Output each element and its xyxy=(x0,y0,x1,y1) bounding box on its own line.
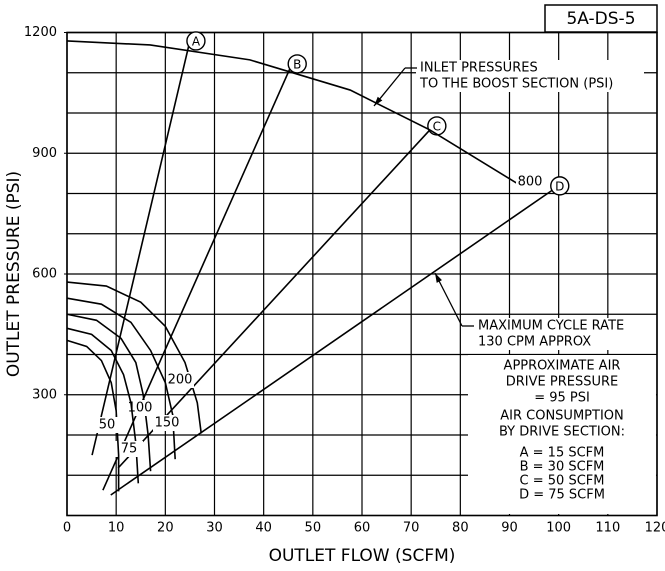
annotation: MAXIMUM CYCLE RATE xyxy=(478,319,624,334)
x-tick-label: 90 xyxy=(501,521,518,536)
drive-line xyxy=(91,44,190,456)
series-marker xyxy=(186,31,206,51)
note-line: DRIVE PRESSURE xyxy=(506,375,618,390)
label-bg xyxy=(93,417,121,433)
annotation: INLET PRESSURES xyxy=(420,61,538,76)
series-marker xyxy=(287,54,307,74)
arrowhead xyxy=(374,96,383,106)
y-tick-label: 600 xyxy=(32,267,57,282)
figure-id: 5A-DS-5 xyxy=(566,9,635,29)
plot-frame xyxy=(66,31,658,517)
inlet-curve xyxy=(66,281,203,434)
drive-line xyxy=(117,129,431,469)
y-axis-label: OUTLET PRESSURE (PSI) xyxy=(4,171,24,377)
leader xyxy=(434,272,463,327)
inlet-curve xyxy=(66,339,120,492)
drive-line xyxy=(110,189,554,496)
annotation: TO THE BOOST SECTION (PSI) xyxy=(419,77,613,92)
x-tick-label: 70 xyxy=(403,521,420,536)
x-tick-label: 30 xyxy=(206,521,223,536)
series-label: B xyxy=(293,57,301,71)
series-marker xyxy=(550,176,570,196)
y-tick-label: 1200 xyxy=(24,25,57,40)
inlet-curve xyxy=(66,297,176,460)
label-bg xyxy=(153,415,181,431)
inlet-curve-label: 50 xyxy=(99,418,116,433)
inlet-curve-label: 100 xyxy=(128,401,153,416)
label-bg xyxy=(516,174,544,190)
x-tick-label: 100 xyxy=(546,521,571,536)
note-line: B = 30 SCFM xyxy=(520,460,605,475)
y-tick-label: 300 xyxy=(32,387,57,402)
inlet-curve-label: 150 xyxy=(155,416,180,431)
series-label: A xyxy=(192,34,201,48)
x-tick-label: 10 xyxy=(108,521,125,536)
label-bg xyxy=(115,441,143,457)
x-tick-label: 50 xyxy=(305,521,322,536)
annotation-bg xyxy=(416,60,644,92)
annotation-bg xyxy=(474,318,656,350)
x-tick-label: 40 xyxy=(255,521,272,536)
note-line: APPROXIMATE AIR xyxy=(504,359,621,374)
x-tick-label: 0 xyxy=(63,521,71,536)
x-tick-label: 80 xyxy=(452,521,469,536)
notes-box xyxy=(468,355,656,514)
label-bg xyxy=(126,400,154,416)
x-tick-label: 60 xyxy=(354,521,371,536)
y-tick-label: 900 xyxy=(32,146,57,161)
series-label: D xyxy=(555,179,564,193)
x-tick-label: 120 xyxy=(645,521,665,536)
note-line: D = 75 SCFM xyxy=(519,488,605,503)
inlet-curve-label: 800 xyxy=(518,175,543,190)
inlet-curve xyxy=(66,40,521,186)
arrowhead xyxy=(435,273,442,283)
x-axis-label: OUTLET FLOW (SCFM) xyxy=(269,546,456,566)
series-label: C xyxy=(433,119,441,133)
inlet-curve-label: 75 xyxy=(121,442,138,457)
annotation: 130 CPM APPROX xyxy=(478,335,591,350)
label-bg xyxy=(166,372,194,388)
inlet-curve-label: 200 xyxy=(168,373,193,388)
drive-line xyxy=(102,67,291,491)
note-line: AIR CONSUMPTION xyxy=(500,409,623,424)
x-tick-label: 20 xyxy=(157,521,174,536)
note-line: = 95 PSI xyxy=(534,391,590,406)
note-line: C = 50 SCFM xyxy=(520,474,605,489)
note-line: BY DRIVE SECTION: xyxy=(499,425,625,440)
x-tick-label: 110 xyxy=(595,521,620,536)
inlet-curve xyxy=(66,313,152,472)
note-line: A = 15 SCFM xyxy=(520,446,605,461)
